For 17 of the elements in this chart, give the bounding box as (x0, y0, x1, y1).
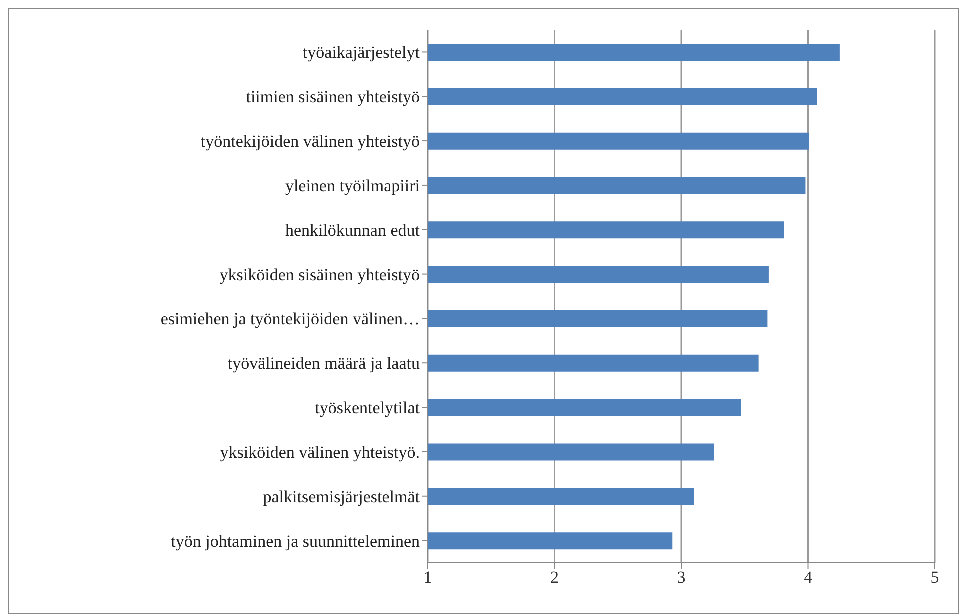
y-tick-label: työntekijöiden välinen yhteistyö (200, 132, 420, 152)
y-tick-label: henkilökunnan edut (285, 220, 420, 240)
y-tick-label: työaikajärjestelyt (302, 43, 420, 62)
x-tick-label: 5 (930, 568, 940, 588)
y-tick-label: tiimien sisäinen yhteistyö (246, 88, 420, 107)
x-tick-label: 4 (804, 568, 813, 588)
y-tick-label: esimiehen ja työntekijöiden välinen… (160, 310, 420, 329)
y-tick-label: yksiköiden välinen yhteistyö. (220, 442, 420, 462)
x-tick-label: 3 (677, 568, 686, 588)
y-tick-label: yksiköiden sisäinen yhteistyö (220, 265, 420, 284)
y-tick-label: yleinen työilmapiiri (285, 176, 420, 196)
y-tick-label: työn johtaminen ja suunnitteleminen (171, 532, 420, 551)
y-tick-label: työvälineiden määrä ja laatu (228, 354, 420, 374)
y-tick-label: palkitsemisjärjestelmät (263, 487, 420, 506)
x-tick-label: 2 (550, 568, 559, 588)
x-tick-label: 1 (424, 568, 432, 588)
y-tick-label: työskentelytilat (315, 398, 420, 418)
